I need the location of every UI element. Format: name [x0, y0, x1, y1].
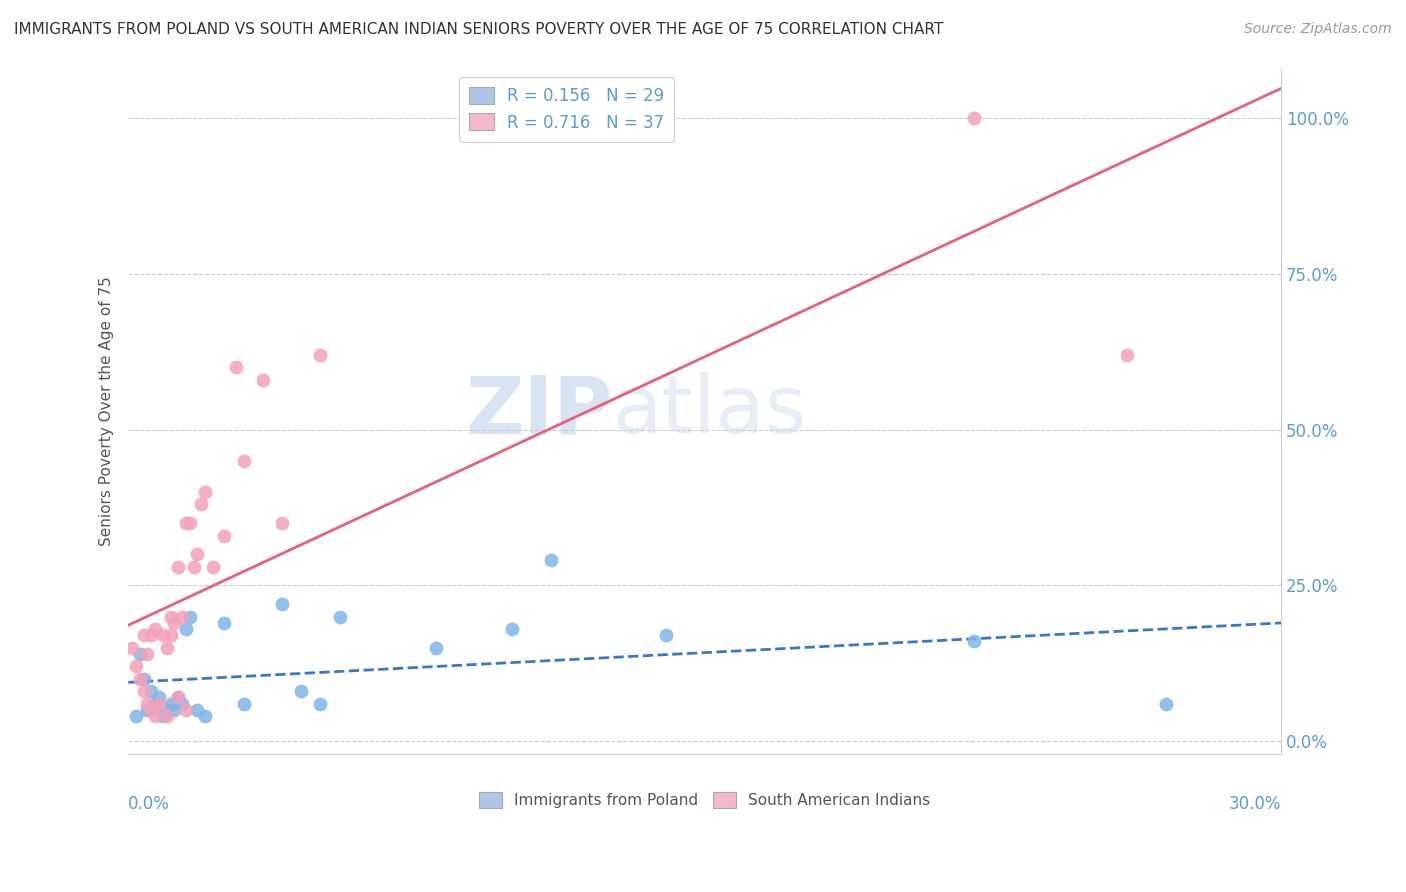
- Point: [183, 559, 205, 574]
- Point: [214, 528, 236, 542]
- Point: [179, 609, 201, 624]
- Point: [128, 647, 150, 661]
- Point: [201, 559, 224, 574]
- Point: [962, 112, 984, 126]
- Point: [309, 348, 332, 362]
- Point: [271, 597, 294, 611]
- Point: [179, 516, 201, 530]
- Point: [163, 703, 186, 717]
- Point: [167, 690, 190, 705]
- Point: [167, 559, 190, 574]
- Point: [136, 647, 159, 661]
- Point: [125, 709, 148, 723]
- Point: [1116, 348, 1139, 362]
- Point: [141, 628, 163, 642]
- Point: [190, 497, 212, 511]
- Text: 0.0%: 0.0%: [128, 795, 170, 813]
- Legend: Immigrants from Poland, South American Indians: Immigrants from Poland, South American I…: [472, 786, 936, 814]
- Point: [655, 628, 678, 642]
- Point: [143, 622, 166, 636]
- Point: [232, 454, 254, 468]
- Point: [174, 703, 197, 717]
- Point: [540, 553, 562, 567]
- Point: [143, 709, 166, 723]
- Point: [186, 703, 208, 717]
- Point: [425, 640, 447, 655]
- Point: [159, 697, 181, 711]
- Point: [136, 697, 159, 711]
- Point: [156, 703, 179, 717]
- Point: [309, 697, 332, 711]
- Text: Source: ZipAtlas.com: Source: ZipAtlas.com: [1244, 22, 1392, 37]
- Y-axis label: Seniors Poverty Over the Age of 75: Seniors Poverty Over the Age of 75: [100, 277, 114, 546]
- Point: [159, 609, 181, 624]
- Point: [148, 690, 170, 705]
- Point: [141, 703, 163, 717]
- Point: [194, 709, 217, 723]
- Text: IMMIGRANTS FROM POLAND VS SOUTH AMERICAN INDIAN SENIORS POVERTY OVER THE AGE OF : IMMIGRANTS FROM POLAND VS SOUTH AMERICAN…: [14, 22, 943, 37]
- Point: [132, 628, 155, 642]
- Text: 30.0%: 30.0%: [1229, 795, 1281, 813]
- Point: [194, 485, 217, 500]
- Point: [141, 684, 163, 698]
- Point: [174, 516, 197, 530]
- Point: [962, 634, 984, 648]
- Point: [136, 703, 159, 717]
- Point: [152, 709, 174, 723]
- Point: [156, 640, 179, 655]
- Point: [290, 684, 312, 698]
- Point: [132, 684, 155, 698]
- Point: [152, 628, 174, 642]
- Point: [128, 672, 150, 686]
- Point: [163, 615, 186, 630]
- Point: [167, 690, 190, 705]
- Point: [159, 628, 181, 642]
- Point: [501, 622, 523, 636]
- Text: ZIP: ZIP: [465, 372, 613, 450]
- Point: [186, 547, 208, 561]
- Point: [121, 640, 143, 655]
- Text: atlas: atlas: [613, 372, 807, 450]
- Point: [170, 697, 193, 711]
- Point: [174, 622, 197, 636]
- Point: [156, 709, 179, 723]
- Point: [125, 659, 148, 673]
- Point: [1154, 697, 1177, 711]
- Point: [132, 672, 155, 686]
- Point: [329, 609, 352, 624]
- Point: [252, 373, 274, 387]
- Point: [232, 697, 254, 711]
- Point: [148, 697, 170, 711]
- Point: [170, 609, 193, 624]
- Point: [225, 360, 247, 375]
- Point: [214, 615, 236, 630]
- Point: [271, 516, 294, 530]
- Point: [143, 697, 166, 711]
